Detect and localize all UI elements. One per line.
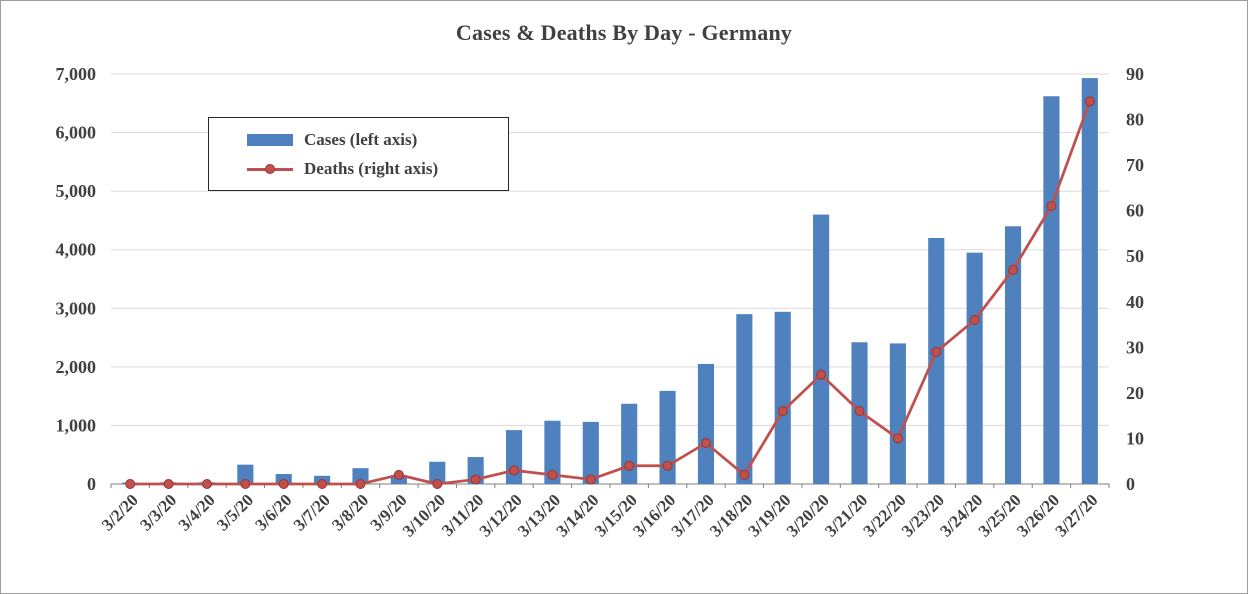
right-axis-tick-label: 50 xyxy=(1126,246,1144,266)
deaths-marker xyxy=(240,479,251,489)
x-axis-category-label: 3/13/20 xyxy=(514,490,564,540)
deaths-marker xyxy=(201,479,212,489)
deaths-marker xyxy=(816,369,827,380)
deaths-marker xyxy=(470,474,481,485)
cases-bar xyxy=(544,420,561,484)
deaths-marker xyxy=(739,469,750,480)
right-axis-tick-label: 80 xyxy=(1126,110,1144,130)
x-axis-category-label: 3/23/20 xyxy=(898,490,948,540)
deaths-marker xyxy=(1084,96,1095,107)
cases-bar xyxy=(1004,226,1022,485)
right-axis-tick-label: 60 xyxy=(1126,201,1144,221)
left-axis-tick-label: 6,000 xyxy=(56,123,97,143)
deaths-marker xyxy=(892,433,903,444)
x-axis-category-label: 3/14/20 xyxy=(552,490,602,540)
deaths-marker xyxy=(317,479,328,489)
x-axis-category-label: 3/7/20 xyxy=(290,490,334,534)
left-axis-tick-label: 7,000 xyxy=(56,64,97,84)
deaths-marker xyxy=(278,479,289,489)
left-axis-tick-label: 0 xyxy=(87,474,96,494)
left-axis-tick-label: 2,000 xyxy=(56,357,97,377)
deaths-marker xyxy=(662,460,673,471)
deaths-line-swatch-icon xyxy=(247,163,293,175)
cases-bar xyxy=(505,430,523,484)
right-axis-tick-label: 30 xyxy=(1126,337,1144,357)
deaths-marker xyxy=(624,460,635,471)
x-axis-category-label: 3/4/20 xyxy=(175,490,219,534)
right-axis-tick-label: 90 xyxy=(1126,64,1144,84)
right-axis-tick-label: 40 xyxy=(1126,292,1144,312)
cases-bar xyxy=(659,390,676,484)
x-axis-category-label: 3/26/20 xyxy=(1013,490,1063,540)
x-axis-category-label: 3/10/20 xyxy=(399,490,449,540)
x-axis-category-label: 3/17/20 xyxy=(668,490,718,540)
x-axis-category-label: 3/18/20 xyxy=(706,490,756,540)
left-axis-tick-label: 1,000 xyxy=(56,415,97,435)
cases-bar-swatch-icon xyxy=(247,133,293,146)
x-axis-category-label: 3/19/20 xyxy=(744,490,794,540)
x-axis-category-label: 3/8/20 xyxy=(328,490,372,534)
x-axis-category-label: 3/25/20 xyxy=(975,490,1025,540)
x-axis-category-label: 3/16/20 xyxy=(629,490,679,540)
x-axis-category-label: 3/3/20 xyxy=(136,490,180,534)
x-axis-category-label: 3/20/20 xyxy=(783,490,833,540)
x-axis-category-label: 3/21/20 xyxy=(821,490,871,540)
right-axis-tick-label: 10 xyxy=(1126,428,1144,448)
left-axis-tick-label: 4,000 xyxy=(56,240,97,260)
deaths-marker xyxy=(777,406,788,417)
x-axis-category-label: 3/27/20 xyxy=(1051,490,1101,540)
cases-bar xyxy=(582,421,599,484)
deaths-marker xyxy=(1008,264,1019,275)
x-axis-category-label: 3/12/20 xyxy=(476,490,526,540)
x-axis-category-label: 3/2/20 xyxy=(98,490,142,534)
deaths-marker xyxy=(393,469,404,480)
legend-label-cases: Cases (left axis) xyxy=(304,129,418,149)
deaths-line xyxy=(128,99,1092,486)
deaths-marker xyxy=(125,479,136,489)
cases-bar xyxy=(966,252,983,484)
x-axis-category-label: 3/15/20 xyxy=(591,490,641,540)
deaths-marker xyxy=(432,479,443,489)
x-axis-category-label: 3/22/20 xyxy=(860,490,910,540)
right-axis-tick-label: 0 xyxy=(1126,474,1135,494)
cases-bar xyxy=(813,214,830,485)
cases-bar xyxy=(697,363,715,484)
cases-bar xyxy=(621,403,638,484)
left-axis-tick-label: 3,000 xyxy=(56,298,97,318)
legend-entry-deaths: Deaths (right axis) xyxy=(247,159,508,179)
left-axis-tick-label: 5,000 xyxy=(56,181,97,201)
cases-bar xyxy=(352,468,369,484)
cases-bar xyxy=(429,461,446,484)
deaths-marker xyxy=(854,406,865,417)
deaths-marker xyxy=(547,469,558,480)
cases-bar xyxy=(928,238,945,484)
deaths-marker xyxy=(1046,201,1057,212)
deaths-marker xyxy=(931,346,942,357)
right-axis-tick-label: 70 xyxy=(1126,155,1144,175)
deaths-marker xyxy=(163,479,174,489)
legend: Cases (left axis) Deaths (right axis) xyxy=(208,117,509,191)
cases-bar xyxy=(774,311,791,484)
x-axis-category-label: 3/6/20 xyxy=(251,490,295,534)
deaths-marker xyxy=(509,465,520,476)
deaths-marker xyxy=(585,474,596,485)
cases-bar xyxy=(1081,78,1098,484)
x-axis-category-label: 3/24/20 xyxy=(936,490,986,540)
deaths-marker xyxy=(969,315,980,325)
x-axis-category-label: 3/5/20 xyxy=(213,490,257,534)
legend-entry-cases: Cases (left axis) xyxy=(247,130,508,150)
chart-title: Cases & Deaths By Day - Germany xyxy=(455,20,793,45)
deaths-marker xyxy=(700,438,711,448)
cases-bar xyxy=(237,464,254,484)
cases-bar xyxy=(889,343,906,484)
deaths-marker xyxy=(355,479,366,489)
cases-bar xyxy=(1043,96,1060,484)
legend-label-deaths: Deaths (right axis) xyxy=(304,158,439,178)
cases-bar xyxy=(736,314,753,484)
right-axis-tick-label: 20 xyxy=(1126,383,1144,403)
